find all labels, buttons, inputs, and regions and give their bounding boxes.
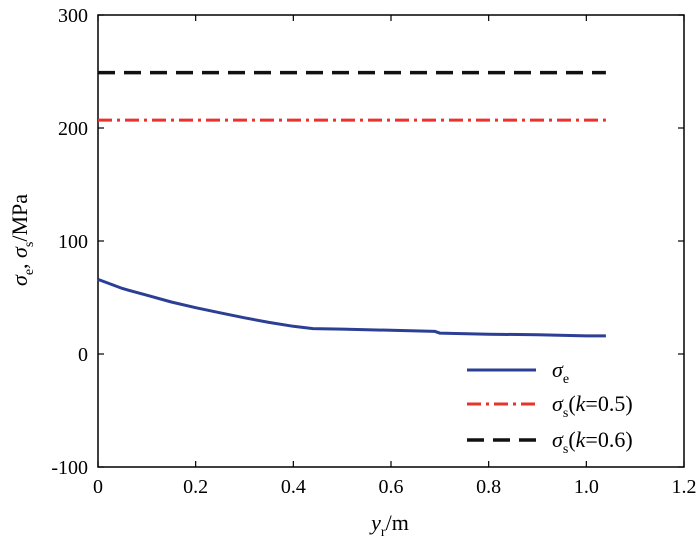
x-axis-title: yr/m: [369, 510, 409, 540]
x-tick-label: 1.0: [574, 476, 599, 498]
series-lines: [97, 70, 606, 338]
y-tick-label: -100: [51, 457, 88, 479]
y-tick-label: 100: [58, 231, 88, 253]
legend: σe σs(k=0.5) σs(k=0.6): [467, 357, 633, 457]
y-tick-label: 300: [58, 5, 88, 27]
legend-label-sigma-s-k05: σs(k=0.5): [552, 391, 633, 421]
x-tick-label: 0.8: [476, 476, 501, 498]
series-line-sigma-e: [97, 277, 606, 338]
legend-label-sigma-s-k06: σs(k=0.6): [552, 427, 633, 457]
x-tick-label: 1.2: [672, 476, 697, 498]
legend-label-sigma-e: σe: [552, 357, 569, 387]
y-tick-label: 0: [78, 344, 88, 366]
y-axis-title: σe, σs/MPa: [7, 194, 37, 286]
x-tick-label: 0.4: [281, 476, 306, 498]
x-tick-label: 0: [93, 476, 103, 498]
y-tick-label: 200: [58, 118, 88, 140]
x-tick-label: 0.6: [379, 476, 404, 498]
x-tick-label: 0.2: [183, 476, 208, 498]
